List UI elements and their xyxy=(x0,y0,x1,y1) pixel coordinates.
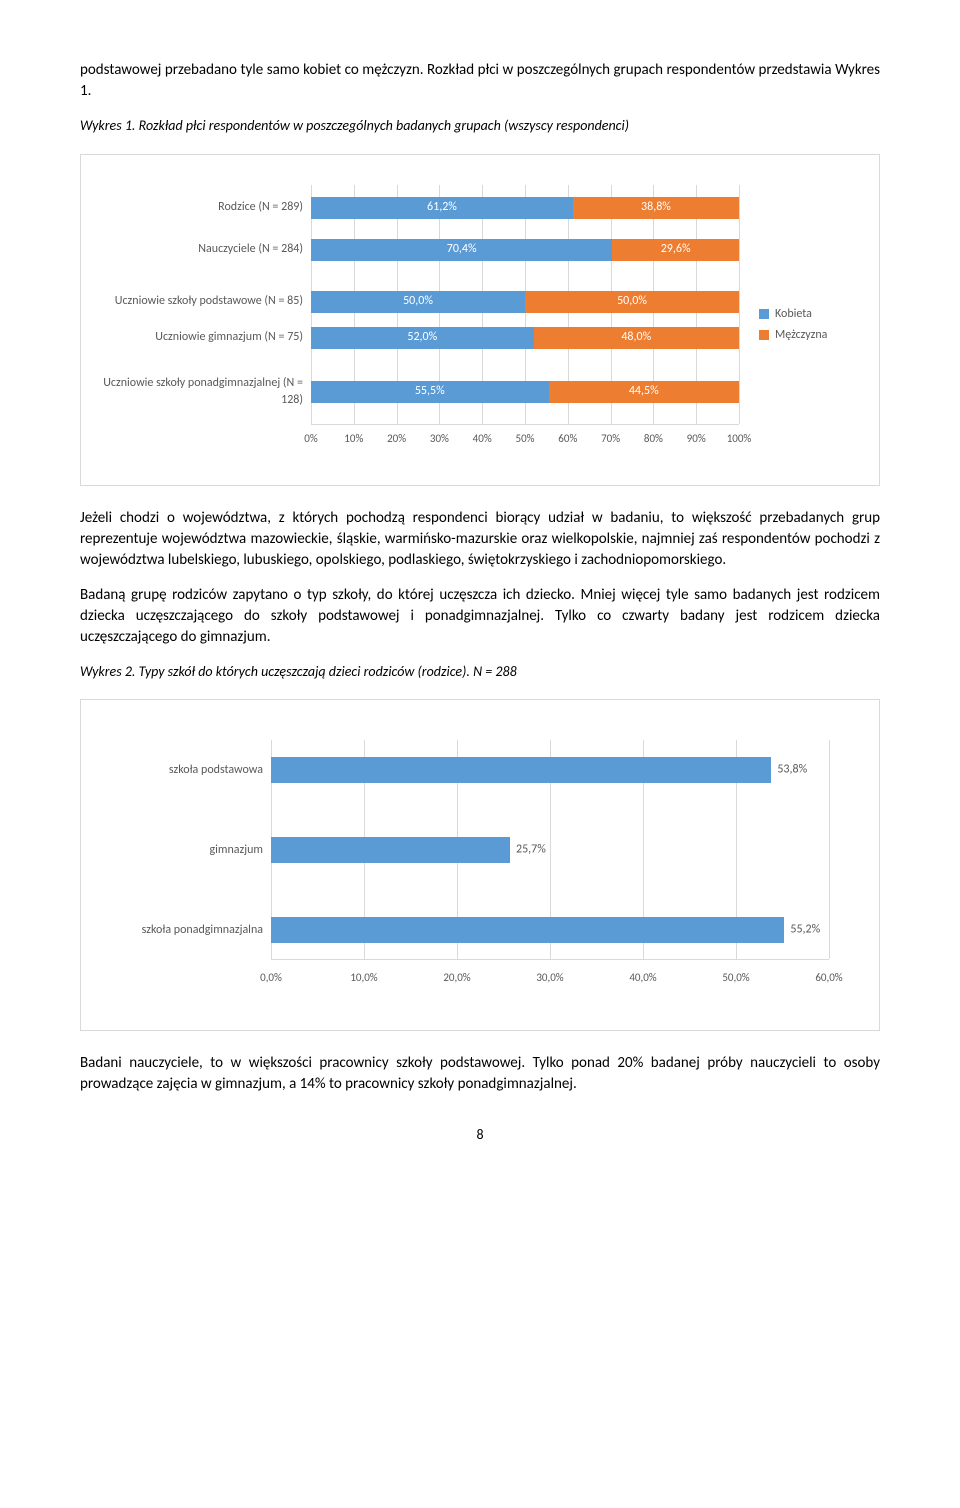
legend-label-mezczyzna: Mężczyzna xyxy=(775,327,827,344)
chart1-frame: 0% 10% 20% 30% 40% 50% 60% 70% 80% 90% 100% Rodzic… xyxy=(80,154,880,486)
chart2-value-label: 53,8% xyxy=(771,762,807,779)
chart1-segment-kobieta: 55,5% xyxy=(311,381,549,403)
chart2-bar xyxy=(271,837,510,863)
chart1-row: Nauczyciele (N = 284)70,4%29,6% xyxy=(101,235,739,265)
chart1-xtick: 10% xyxy=(344,431,363,446)
chart2-value-label: 25,7% xyxy=(510,842,546,859)
chart1-xtick: 50% xyxy=(515,431,534,446)
chart2-row-label: szkoła ponadgimnazjalna xyxy=(101,922,271,939)
chart1-row-label: Rodzice (N = 289) xyxy=(101,199,311,216)
chart2-barwrap: 55,2% xyxy=(271,917,829,943)
chart1-bar: 70,4%29,6% xyxy=(311,239,739,261)
chart2-xtick: 10,0% xyxy=(350,970,377,985)
chart1-segment-kobieta: 52,0% xyxy=(311,327,534,349)
chart2-bar xyxy=(271,757,771,783)
chart2-bar xyxy=(271,917,784,943)
chart2-xtick: 30,0% xyxy=(536,970,563,985)
chart1-bar: 52,0%48,0% xyxy=(311,327,739,349)
chart1-row-label: Uczniowie szkoły podstawowe (N = 85) xyxy=(101,293,311,310)
chart1-xtick: 0% xyxy=(304,431,317,446)
chart2-frame: 0,0% 10,0% 20,0% 30,0% 40,0% 50,0% 60,0% szkoł… xyxy=(80,699,880,1031)
chart2-barwrap: 25,7% xyxy=(271,837,829,863)
paragraph-rodzice-typ: Badaną grupę rodziców zapytano o typ szk… xyxy=(80,585,880,648)
chart2-row: gimnazjum 25,7% xyxy=(101,830,829,870)
chart2-xtick: 50,0% xyxy=(722,970,749,985)
legend-swatch-mezczyzna xyxy=(759,330,769,340)
chart1-xtick: 60% xyxy=(558,431,577,446)
legend-label-kobieta: Kobieta xyxy=(775,306,812,323)
chart1-row: Rodzice (N = 289)61,2%38,8% xyxy=(101,193,739,223)
chart1-gridline xyxy=(739,185,740,424)
legend-item-mezczyzna: Mężczyzna xyxy=(759,327,859,344)
chart2-caption: Wykres 2. Typy szkół do których uczęszcz… xyxy=(80,662,880,682)
chart1-row-label: Nauczyciele (N = 284) xyxy=(101,241,311,258)
chart2-row: szkoła ponadgimnazjalna 55,2% xyxy=(101,910,829,950)
chart2-row-label: szkoła podstawowa xyxy=(101,762,271,779)
chart1-bar: 61,2%38,8% xyxy=(311,197,739,219)
chart2-plot: 0,0% 10,0% 20,0% 30,0% 40,0% 50,0% 60,0% szkoł… xyxy=(101,730,859,1010)
legend-item-kobieta: Kobieta xyxy=(759,306,859,323)
chart1-row: Uczniowie szkoły podstawowe (N = 85)50,0… xyxy=(101,287,739,317)
chart1-xtick: 40% xyxy=(473,431,492,446)
chart2-barwrap: 53,8% xyxy=(271,757,829,783)
chart1-segment-mezczyzna: 48,0% xyxy=(534,327,739,349)
chart2-xtick: 0,0% xyxy=(260,970,282,985)
page-number: 8 xyxy=(80,1125,880,1145)
chart1-xtick: 20% xyxy=(387,431,406,446)
chart1-row-label: Uczniowie szkoły ponadgimnazjalnej (N = … xyxy=(101,375,311,409)
chart1-bar: 55,5%44,5% xyxy=(311,381,739,403)
chart2-row-label: gimnazjum xyxy=(101,842,271,859)
chart2-value-label: 55,2% xyxy=(784,922,820,939)
chart1-xtick: 80% xyxy=(644,431,663,446)
chart2-xtick: 60,0% xyxy=(815,970,842,985)
chart1-segment-kobieta: 50,0% xyxy=(311,291,525,313)
chart1-xtick: 100% xyxy=(727,431,752,446)
chart2-row: szkoła podstawowa 53,8% xyxy=(101,750,829,790)
paragraph-intro: podstawowej przebadano tyle samo kobiet … xyxy=(80,60,880,102)
chart1-caption: Wykres 1. Rozkład płci respondentów w po… xyxy=(80,116,880,136)
chart2-xtick: 40,0% xyxy=(629,970,656,985)
chart1-segment-mezczyzna: 50,0% xyxy=(525,291,739,313)
chart1-segment-mezczyzna: 38,8% xyxy=(573,197,739,219)
chart1-xtick: 70% xyxy=(601,431,620,446)
chart1-segment-kobieta: 70,4% xyxy=(311,239,612,261)
chart1-row-label: Uczniowie gimnazjum (N = 75) xyxy=(101,329,311,346)
chart1-plot: 0%10%20%30%40%50%60%70%80%90%100% Rodzic… xyxy=(101,185,739,465)
chart2-xtick: 20,0% xyxy=(443,970,470,985)
chart2-gridline xyxy=(829,740,830,959)
chart1-row: Uczniowie gimnazjum (N = 75)52,0%48,0% xyxy=(101,323,739,353)
paragraph-nauczyciele: Badani nauczyciele, to w większości prac… xyxy=(80,1053,880,1095)
chart1-legend: Kobieta Mężczyzna xyxy=(739,302,859,348)
chart1-row: Uczniowie szkoły ponadgimnazjalnej (N = … xyxy=(101,377,739,407)
chart1-bar: 50,0%50,0% xyxy=(311,291,739,313)
legend-swatch-kobieta xyxy=(759,309,769,319)
chart1-xtick: 30% xyxy=(430,431,449,446)
paragraph-wojewodztwa: Jeżeli chodzi o województwa, z których p… xyxy=(80,508,880,571)
chart1-segment-mezczyzna: 29,6% xyxy=(612,239,739,261)
chart1-segment-mezczyzna: 44,5% xyxy=(549,381,739,403)
chart1-segment-kobieta: 61,2% xyxy=(311,197,573,219)
chart1-xtick: 90% xyxy=(687,431,706,446)
